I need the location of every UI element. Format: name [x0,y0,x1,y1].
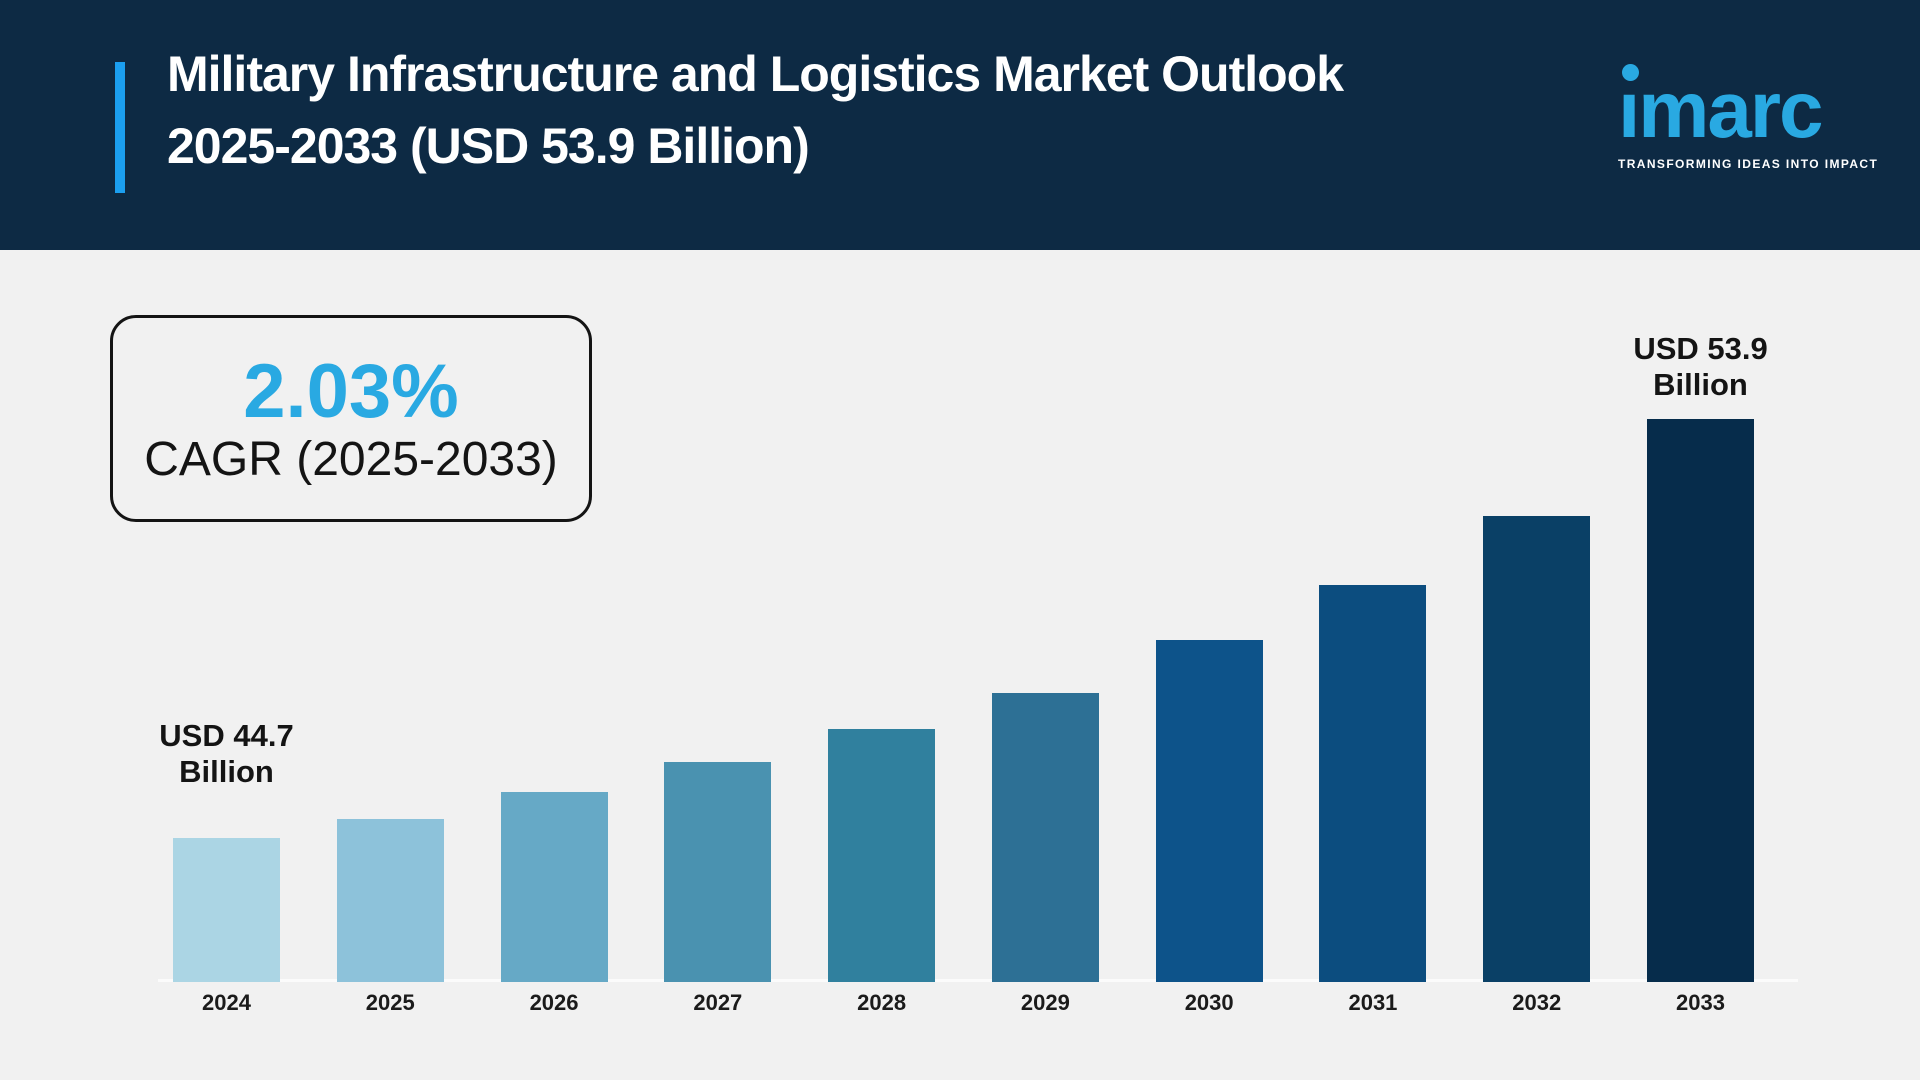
header: Military Infrastructure and Logistics Ma… [0,0,1920,250]
imarc-wordmark: ımarc [1618,58,1860,150]
cagr-box: 2.03% CAGR (2025-2033) [110,315,592,522]
x-tick-2028: 2028 [857,990,907,1015]
x-tick-2027: 2027 [693,990,743,1015]
bar-2029 [991,693,1099,982]
logo-tagline: TRANSFORMING IDEAS INTO IMPACT [1618,157,1879,171]
bar-2030 [1155,640,1263,982]
bar-2033 [1647,419,1755,982]
page-title: Military Infrastructure and Logistics Ma… [167,38,1587,182]
cagr-label: CAGR (2025-2033) [144,432,558,486]
x-tick-2031: 2031 [1348,990,1398,1015]
bar-2027 [664,762,772,982]
page-title-line1: Military Infrastructure and Logistics Ma… [167,46,1344,102]
bar-2024 [173,838,280,982]
x-tick-2033: 2033 [1676,990,1725,1015]
bar-2031 [1319,585,1427,982]
x-axis-line [158,979,1798,982]
bar-2025 [336,819,444,982]
x-tick-2026: 2026 [529,990,579,1015]
imarc-logo: ımarc TRANSFORMING IDEAS INTO IMPACT [1618,58,1879,171]
x-tick-2029: 2029 [1020,990,1070,1015]
bar-2032 [1483,516,1591,982]
logo-i-dot-icon [1622,64,1639,81]
value-label-2033: USD 53.9 Billion [1633,331,1768,402]
x-tick-2032: 2032 [1512,990,1562,1015]
bar-2026 [500,792,608,982]
value-label-2024: USD 44.7 Billion [159,718,294,789]
page-title-line2: 2025-2033 (USD 53.9 Billion) [167,118,810,174]
x-tick-2024: 2024 [202,990,251,1015]
x-tick-2030: 2030 [1184,990,1234,1015]
bar-2028 [828,729,936,982]
cagr-value: 2.03% [243,348,459,434]
title-accent-bar [115,62,125,193]
imarc-wordmark-text: ımarc [1618,65,1823,154]
x-tick-2025: 2025 [365,990,415,1015]
